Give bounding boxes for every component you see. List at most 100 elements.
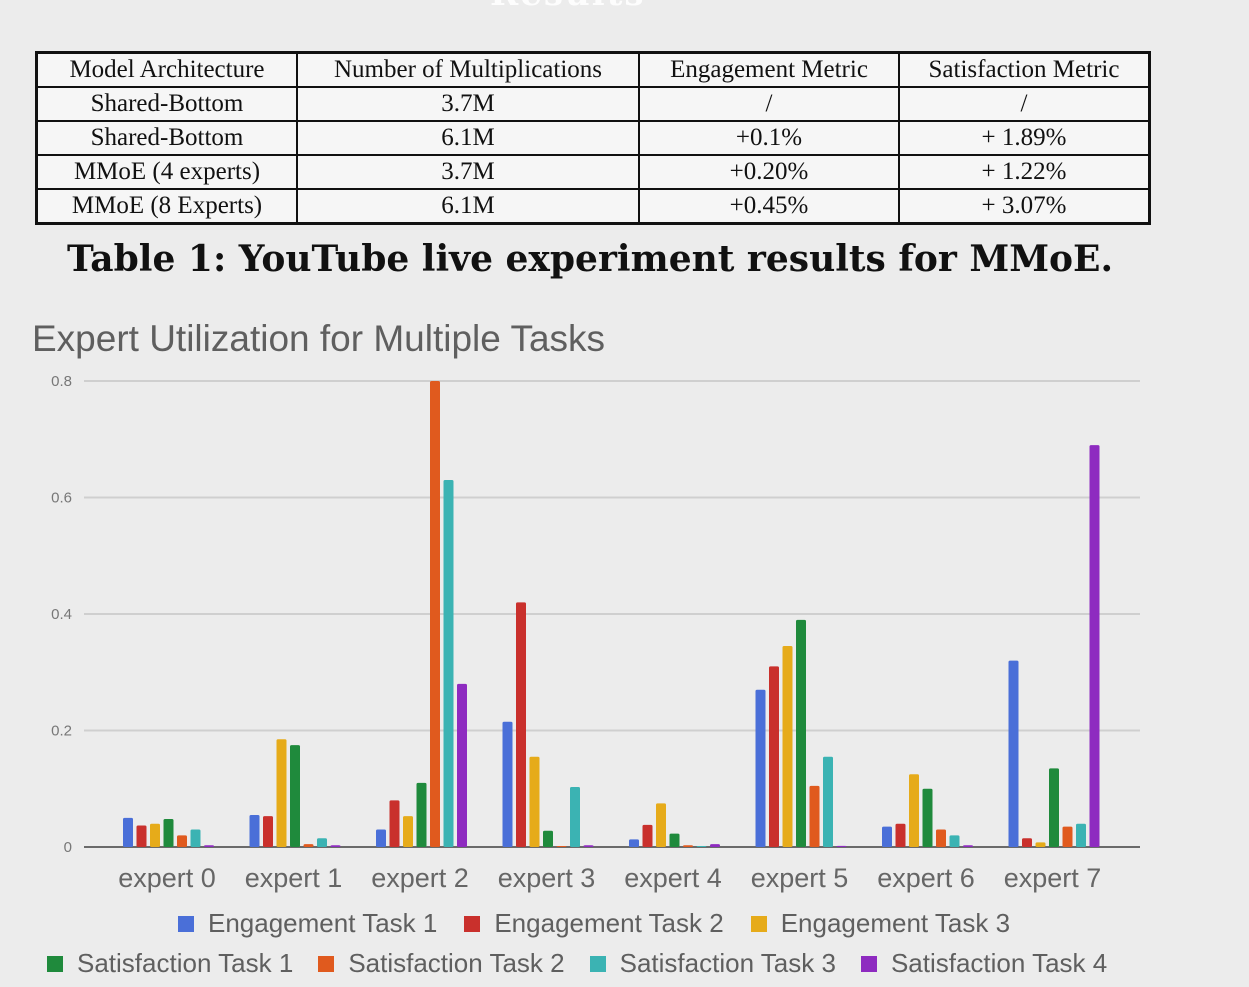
bar [443, 480, 454, 847]
results-table: Model Architecture Number of Multiplicat… [35, 51, 1151, 225]
y-tick-label: 0.2 [51, 723, 72, 740]
bar [836, 845, 847, 847]
bar [376, 829, 386, 847]
table-cell: MMoE (4 experts) [35, 154, 298, 190]
bar [123, 817, 133, 847]
table-cell: + 1.22% [898, 154, 1151, 190]
bar [882, 826, 892, 847]
table-row: MMoE (8 Experts) 6.1M +0.45% + 3.07% [35, 188, 1151, 225]
legend-item: Engagement Task 3 [750, 908, 1011, 939]
bar [922, 788, 933, 847]
bar [303, 844, 314, 847]
legend-item: Engagement Task 2 [464, 908, 724, 939]
y-tick-label: 0.6 [51, 490, 72, 507]
bar [696, 846, 707, 847]
table-cell: 6.1M [296, 188, 640, 225]
bar [583, 845, 594, 847]
bar [642, 824, 653, 847]
bar [263, 816, 273, 847]
bar [683, 845, 693, 847]
bar [330, 845, 341, 847]
bar [796, 619, 806, 847]
chart-legend-row-1: Engagement Task 1 Engagement Task 2 Engage… [178, 908, 1037, 939]
y-tick-label: 0.4 [51, 606, 72, 623]
table-cell: +0.45% [638, 188, 900, 225]
bar [570, 787, 580, 847]
table-cell: 6.1M [296, 120, 640, 156]
bar [629, 839, 639, 847]
legend-item: Satisfaction Task 2 [318, 948, 565, 979]
table-cell: + 1.89% [898, 120, 1151, 156]
bar [430, 381, 440, 847]
legend-label: Engagement Task 3 [780, 908, 1011, 938]
bar [1089, 445, 1100, 847]
x-tick-label: expert 1 [245, 863, 343, 893]
table-cell: +0.20% [638, 154, 900, 190]
table-row: MMoE (4 experts) 3.7M +0.20% + 1.22% [35, 154, 1151, 190]
bar [529, 756, 540, 847]
legend-label: Satisfaction Task 4 [890, 948, 1108, 978]
legend-label: Satisfaction Task 1 [77, 948, 294, 978]
table-cell: Shared-Bottom [35, 120, 298, 156]
chart-gridlines [84, 380, 1140, 848]
table-cell: Shared-Bottom [35, 86, 298, 122]
bar [809, 785, 820, 847]
x-axis-ticks: expert 0 expert 1 expert 2 expert 3 expert 4… [118, 863, 1101, 893]
bar [895, 823, 906, 847]
legend-item: Satisfaction Task 4 [860, 948, 1108, 979]
bar [669, 833, 680, 847]
legend-swatch [589, 955, 606, 972]
legend-label: Satisfaction Task 3 [619, 948, 836, 978]
legend-swatch [464, 915, 481, 932]
bar [416, 782, 427, 847]
y-tick-label: 0.8 [51, 373, 72, 390]
x-tick-label: expert 0 [118, 863, 216, 893]
bar [249, 814, 260, 847]
bar [963, 845, 973, 847]
legend-item: Satisfaction Task 3 [589, 948, 836, 979]
bar [136, 825, 147, 847]
bar [710, 844, 720, 847]
bar [543, 830, 553, 847]
legend-swatch [318, 955, 335, 972]
legend-swatch [750, 915, 767, 932]
bar [936, 829, 946, 847]
x-tick-label: expert 4 [624, 863, 722, 893]
bar [949, 835, 960, 847]
bar [457, 683, 467, 847]
legend-label: Engagement Task 1 [208, 908, 438, 938]
bar [204, 845, 214, 847]
bar [1008, 660, 1019, 847]
bar [1062, 826, 1073, 847]
bar [769, 666, 779, 847]
table-cell: / [638, 86, 900, 122]
bar [276, 739, 287, 847]
bar [403, 816, 413, 847]
legend-swatch [860, 955, 877, 972]
bar [909, 774, 919, 847]
bar [556, 846, 567, 847]
table-header-cell: Number of Multiplications [296, 51, 640, 88]
bar [150, 823, 160, 847]
chart-legend-row-2: Satisfaction Task 1 Satisfaction Task 2 Sa… [47, 948, 1132, 979]
table-caption: Table 1: YouTube live experiment results… [66, 238, 1114, 280]
table-cell: 3.7M [296, 154, 640, 190]
bar [190, 829, 201, 847]
table-header-row: Model Architecture Number of Multiplicat… [35, 51, 1151, 88]
bar [1076, 823, 1086, 847]
bar [290, 745, 300, 847]
legend-label: Satisfaction Task 2 [348, 948, 565, 978]
x-tick-label: expert 5 [751, 863, 849, 893]
bar [755, 689, 766, 847]
chart-title: Expert Utilization for Multiple Tasks [32, 318, 606, 359]
x-tick-label: expert 3 [498, 863, 596, 893]
bar [1022, 838, 1032, 847]
table-cell: + 3.07% [898, 188, 1151, 225]
table-row: Shared-Bottom 6.1M +0.1% + 1.89% [35, 120, 1151, 156]
bar [177, 835, 187, 847]
table-cell: MMoE (8 Experts) [35, 188, 298, 225]
bar [1035, 842, 1046, 847]
bar [163, 819, 174, 847]
legend-swatch [47, 955, 63, 972]
